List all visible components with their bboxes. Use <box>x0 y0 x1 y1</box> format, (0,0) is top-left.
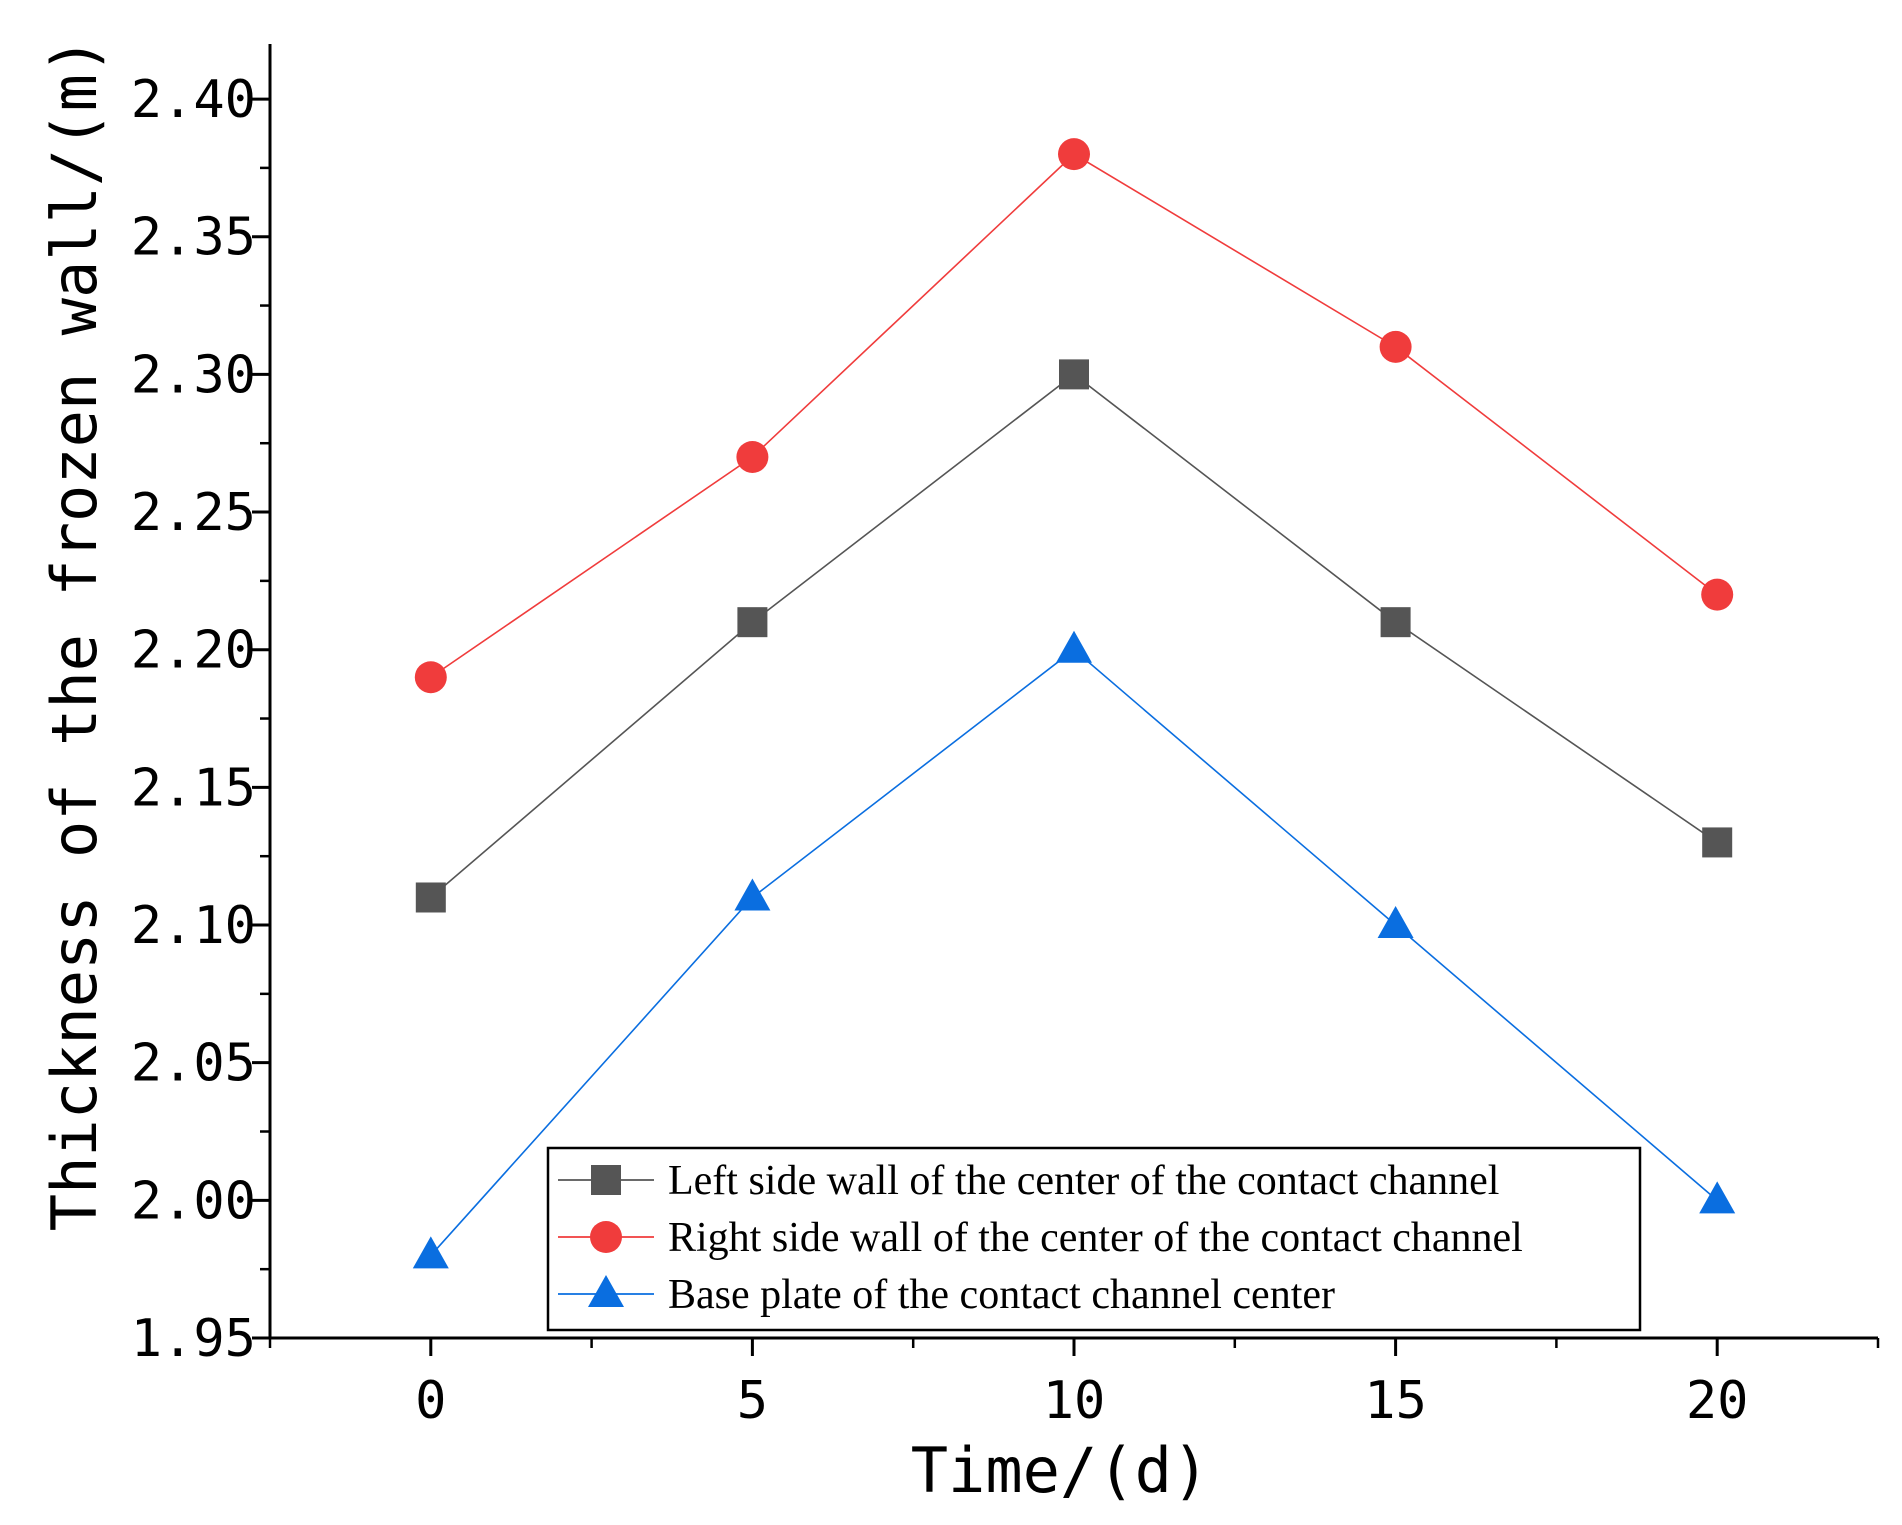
data-point-circle <box>414 661 447 694</box>
y-tick-label: 2.15 <box>131 758 256 818</box>
data-point-square <box>737 607 768 638</box>
y-tick-label: 2.05 <box>131 1034 256 1094</box>
legend-box <box>546 1146 1642 1332</box>
legend-marker-square <box>591 1165 621 1195</box>
data-point-triangle <box>734 878 771 911</box>
y-axis-title: Thickness of the frozen wall/(m) <box>38 37 111 1231</box>
x-tick-label: 5 <box>737 1371 768 1431</box>
data-point-circle <box>736 440 769 473</box>
data-point-triangle <box>1377 906 1414 939</box>
y-tick-label: 2.40 <box>131 70 256 130</box>
y-tick-label: 2.20 <box>131 621 256 681</box>
legend-label: Base plate of the contact channel center <box>668 1272 1335 1318</box>
data-point-triangle <box>1056 630 1092 663</box>
x-axis-title: Time/(d) <box>911 1434 1210 1507</box>
series-layer <box>412 138 1736 1269</box>
data-point-square <box>1702 827 1733 858</box>
data-point-triangle <box>1699 1181 1736 1214</box>
axes: 1.95 2.00 2.05 2.10 2.15 2.20 2.25 2.30 2.35 2.40… <box>131 44 1880 1431</box>
y-tick-label: 2.00 <box>131 1171 256 1231</box>
legend-marker-circle <box>590 1221 622 1253</box>
legend-label: Right side wall of the center of the con… <box>668 1215 1523 1261</box>
x-tick-label: 10 <box>1043 1371 1106 1431</box>
series-square <box>415 359 1733 913</box>
data-point-triangle <box>412 1236 449 1269</box>
y-tick-label: 2.25 <box>131 483 256 543</box>
data-point-square <box>1059 359 1089 390</box>
y-tick-label: 1.95 <box>131 1309 256 1369</box>
data-point-circle <box>1701 578 1734 611</box>
data-point-circle <box>1379 330 1412 363</box>
x-tick-label: 20 <box>1686 1371 1749 1431</box>
series-triangle <box>412 630 1736 1269</box>
y-tick-label: 2.30 <box>131 345 256 405</box>
series-circle <box>414 138 1734 694</box>
data-point-circle <box>1058 138 1090 171</box>
x-tick-label: 0 <box>415 1371 446 1431</box>
series-line <box>430 153 1718 678</box>
x-tick-label: 15 <box>1364 1371 1427 1431</box>
y-tick-label: 2.10 <box>131 896 256 956</box>
legend: Left side wall of the center of the cont… <box>546 1146 1642 1332</box>
y-tick-label: 2.35 <box>131 208 256 268</box>
legend-label: Left side wall of the center of the cont… <box>668 1158 1499 1204</box>
legend-marker-triangle <box>588 1275 624 1307</box>
data-point-square <box>1380 607 1411 638</box>
data-point-square <box>415 882 446 913</box>
